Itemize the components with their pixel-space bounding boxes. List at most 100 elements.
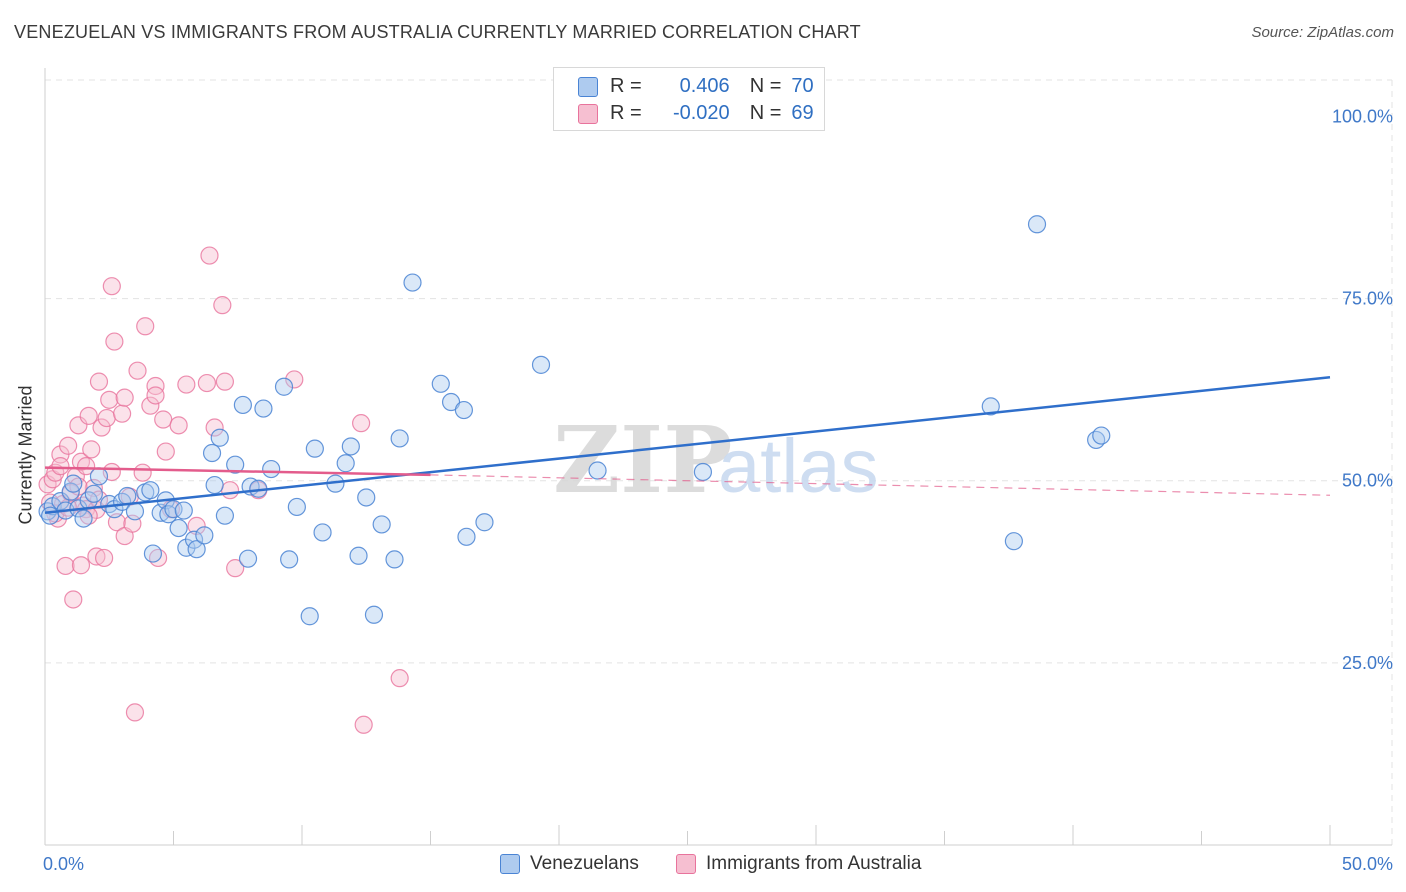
data-point-venezuelans — [202, 443, 222, 463]
legend-swatch-blue — [578, 76, 598, 97]
data-point-australia — [64, 590, 83, 609]
chart-source: Source: ZipAtlas.com — [1251, 24, 1394, 41]
data-point-venezuelans — [475, 513, 494, 532]
legend-n-value: 69 — [791, 102, 814, 124]
data-point-australia — [220, 481, 240, 500]
data-point-australia — [205, 418, 224, 437]
legend-n-label: N = — [749, 75, 782, 97]
data-point-australia — [102, 277, 121, 296]
data-point-venezuelans — [531, 355, 551, 374]
data-point-venezuelans — [588, 461, 607, 480]
legend-r-value: -0.020 — [672, 102, 730, 124]
data-point-venezuelans — [454, 400, 474, 420]
data-point-venezuelans — [205, 475, 224, 495]
data-point-venezuelans — [187, 540, 206, 559]
series-legend: Venezuelans Immigrants from Australia — [0, 850, 1406, 880]
data-point-australia — [95, 548, 114, 568]
legend-swatch-pink — [676, 854, 696, 874]
data-point-australia — [285, 370, 304, 389]
watermark-atlas: atlas — [718, 424, 879, 509]
legend-r-label: R = — [610, 75, 642, 97]
data-point-australia — [51, 457, 70, 476]
y-axis-label: Currently Married — [15, 385, 36, 525]
x-tick-label: 0.0% — [43, 854, 84, 874]
data-point-australia — [177, 375, 196, 394]
legend-row-venezuelans: R = 0.406 N = 70 — [578, 75, 814, 98]
trend-lines — [44, 376, 1331, 515]
legend-row-australia: R = -0.020 N = 69 — [578, 102, 814, 125]
data-point-venezuelans — [226, 455, 245, 474]
data-point-australia — [105, 332, 124, 351]
legend-n-label: N = — [749, 102, 782, 124]
data-point-australia — [200, 246, 219, 265]
data-point-venezuelans — [364, 605, 384, 624]
axes — [44, 68, 1392, 846]
data-point-australia — [92, 418, 111, 437]
data-point-australia — [115, 388, 134, 407]
data-point-venezuelans — [169, 518, 188, 538]
data-point-venezuelans — [403, 273, 422, 292]
data-point-venezuelans — [390, 429, 409, 448]
data-point-venezuelans — [262, 459, 281, 479]
data-point-australia — [100, 390, 119, 409]
data-point-australia — [390, 669, 409, 688]
data-point-venezuelans — [341, 437, 360, 456]
data-point-australia — [352, 414, 371, 433]
legend-r-value: 0.406 — [679, 75, 730, 97]
data-point-venezuelans — [1004, 532, 1023, 551]
data-point-venezuelans — [210, 428, 229, 447]
data-point-australia — [59, 436, 78, 455]
correlation-legend: R = 0.406 N = 70 R = -0.020 N = 69 — [553, 67, 825, 131]
legend-label-australia: Immigrants from Australia — [706, 853, 922, 874]
data-point-venezuelans — [174, 501, 193, 520]
data-point-australia — [156, 442, 175, 461]
data-point-australia — [87, 547, 106, 566]
data-point-venezuelans — [300, 607, 319, 626]
data-point-australia — [82, 440, 101, 459]
data-point-venezuelans — [195, 526, 214, 545]
trend-line-venezuelans — [44, 376, 1331, 515]
data-point-australia — [125, 703, 145, 722]
data-point-venezuelans — [141, 481, 160, 500]
series-venezuelans — [38, 215, 1111, 626]
data-point-venezuelans — [233, 395, 252, 415]
data-point-australia — [169, 416, 188, 435]
watermark: ZIP atlas — [553, 406, 879, 514]
data-point-venezuelans — [1092, 426, 1111, 445]
data-point-australia — [154, 410, 173, 429]
data-point-venezuelans — [431, 374, 450, 393]
data-point-australia — [354, 715, 373, 734]
data-point-venezuelans — [64, 474, 83, 493]
legend-item-venezuelans: Venezuelans — [500, 853, 639, 875]
data-point-australia — [146, 386, 165, 405]
data-point-venezuelans — [357, 488, 376, 507]
data-point-australia — [213, 296, 232, 315]
data-point-venezuelans — [143, 544, 163, 563]
data-point-venezuelans — [457, 527, 476, 546]
data-point-venezuelans — [280, 550, 299, 569]
data-point-venezuelans — [238, 549, 258, 568]
legend-swatch-pink — [578, 103, 598, 124]
watermark-zip: ZIP — [553, 406, 732, 514]
data-point-venezuelans — [41, 506, 60, 525]
data-point-australia — [226, 559, 245, 578]
data-point-venezuelans — [313, 523, 332, 542]
data-point-venezuelans — [441, 392, 461, 412]
data-point-venezuelans — [274, 377, 294, 396]
legend-n-value: 70 — [791, 75, 814, 97]
legend-label-venezuelans: Venezuelans — [530, 853, 639, 874]
data-point-australia — [89, 372, 109, 391]
y-tick-label: 100.0% — [1332, 106, 1393, 126]
data-point-australia — [112, 404, 132, 423]
data-point-venezuelans — [981, 397, 1000, 416]
data-point-venezuelans — [125, 502, 145, 521]
data-point-venezuelans — [372, 515, 391, 534]
data-point-australia — [128, 361, 147, 380]
data-point-venezuelans — [74, 509, 93, 528]
legend-swatch-blue — [500, 854, 520, 874]
data-point-australia — [133, 463, 152, 482]
legend-r-label: R = — [610, 102, 642, 124]
tick-labels: 25.0% 50.0% 75.0% 100.0% 0.0% 50.0% — [43, 106, 1393, 874]
data-point-australia — [215, 372, 234, 391]
chart-title: VENEZUELAN VS IMMIGRANTS FROM AUSTRALIA … — [14, 22, 861, 42]
